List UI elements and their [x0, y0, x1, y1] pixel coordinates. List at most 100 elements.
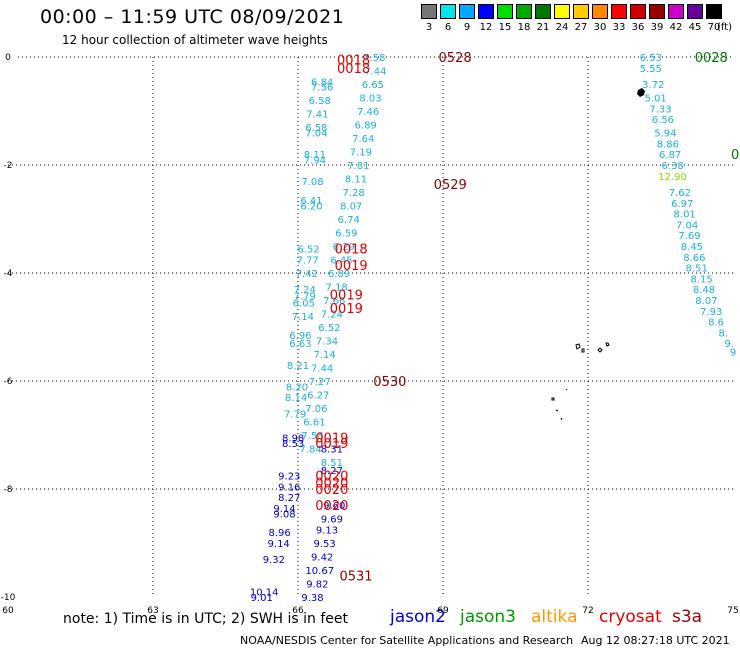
swh-label: 8.20 [286, 382, 308, 393]
swh-label: 7.04 [676, 220, 698, 231]
island-shape [575, 342, 610, 353]
legend-label: 27 [574, 22, 588, 33]
swh-label: 7.56 [311, 83, 333, 94]
time-label: 0020 [315, 483, 348, 498]
swh-label: 8.27 [321, 466, 343, 477]
x-tick-label: 60 [2, 606, 14, 616]
legend-swatch [611, 4, 627, 19]
axis-ticks: 60 63 66 69 72 75 0 -2 -4 -6 -8 -10 [1, 53, 739, 616]
satellite-altika: altika [531, 607, 578, 627]
swh-label: 8.07 [695, 296, 717, 307]
time-label: 0019 [315, 437, 348, 452]
swh-label: 6.63 [289, 339, 311, 350]
swh-label: 9.32 [263, 555, 285, 566]
swh-label: 8.31 [321, 445, 343, 456]
swh-label: 6.89 [355, 121, 377, 132]
swh-label: 5.55 [640, 64, 662, 75]
swh-label: 8.11 [304, 150, 326, 161]
legend-label: 45 [688, 22, 702, 33]
legend-swatch [516, 4, 532, 19]
swh-label: 6.97 [671, 199, 693, 210]
legend-label: 12 [479, 22, 493, 33]
swh-label: 3.72 [642, 80, 664, 91]
swh-label: 7.28 [342, 188, 364, 199]
swh-label: 12.90 [658, 172, 687, 183]
swh-label: 7.14 [292, 312, 314, 323]
swh-label: 6.52 [298, 245, 320, 256]
pass-time-labels: 0528052905300531001800180018001900190019… [315, 51, 740, 584]
x-tick-label: 75 [727, 606, 738, 616]
legend-label: 36 [631, 22, 645, 33]
swh-label: 7.44 [311, 364, 333, 375]
satellite-cryosat: cryosat [599, 607, 662, 627]
legend-swatch [668, 4, 684, 19]
swh-label: 7.18 [326, 283, 348, 294]
swh-label: 6.59 [335, 229, 357, 240]
swh-label: 8.14 [285, 393, 307, 404]
legend-swatch [554, 4, 570, 19]
swh-label: 8.66 [683, 253, 705, 264]
swh-label: 6.53 [640, 53, 662, 64]
swh-label: 7.64 [352, 134, 374, 145]
swh-label: 7.84 [299, 445, 321, 456]
time-label: 0019 [330, 302, 363, 317]
swh-label: 6.41 [300, 196, 322, 207]
swh-label: 6.56 [652, 115, 674, 126]
time-label: 0028 [695, 51, 728, 66]
y-tick-label: -10 [1, 593, 16, 603]
swh-label: 8.11 [345, 175, 367, 186]
grid-lines [8, 56, 733, 597]
swh-label: 8.45 [681, 242, 703, 253]
swh-label: 7.24 [321, 310, 343, 321]
note-text: note: 1) Time is in UTC; 2) SWH is in fe… [63, 611, 349, 627]
swh-label: 7.79 [294, 292, 316, 303]
swh-label: 6.38 [661, 161, 683, 172]
x-tick-label: 69 [437, 606, 449, 616]
swh-label: 7.41 [306, 110, 328, 121]
swh-label: 6.05 [293, 299, 315, 310]
legend-swatch [630, 4, 646, 19]
legend-label: 9 [463, 22, 471, 33]
swh-label: 7.27 [309, 377, 331, 388]
swh-label: 7.44 [364, 67, 386, 78]
legend-label: 18 [517, 22, 531, 33]
swh-label: 6.58 [309, 96, 331, 107]
legend-swatch [706, 4, 722, 19]
time-label: 0019 [330, 289, 363, 304]
swh-label: 6.52 [318, 323, 340, 334]
swh-label: 6.74 [338, 215, 360, 226]
swh-label: 7.62 [669, 188, 691, 199]
swh-label: 6.96 [289, 331, 311, 342]
swh-label: 6.61 [303, 418, 325, 429]
swh-label: 6.87 [659, 150, 681, 161]
swh-label: 7.79 [284, 409, 306, 420]
swh-label: 6.27 [307, 391, 329, 402]
time-label: 0019 [335, 259, 368, 274]
legend-swatch [478, 4, 494, 19]
y-tick-label: 0 [5, 53, 11, 63]
swh-label: 6.65 [362, 80, 384, 91]
swh-label: 9.42 [311, 553, 333, 564]
swh-label: 6.84 [311, 77, 333, 88]
generated-timestamp: Aug 12 08:27:18 UTC 2021 [581, 634, 730, 647]
legend-swatch [687, 4, 703, 19]
swh-label: 7.19 [350, 148, 372, 159]
island-shape [551, 388, 568, 421]
coastline [551, 88, 645, 421]
swh-label: 7.46 [357, 107, 379, 118]
y-tick-label: -2 [4, 161, 13, 171]
swh-label: 9.60 [323, 501, 345, 512]
legend-swatch [535, 4, 551, 19]
legend-swatch [573, 4, 589, 19]
swh-label: 8.86 [657, 139, 679, 150]
time-label: 0018 [337, 54, 370, 69]
swh-label: 8.96 [269, 528, 291, 539]
swh-label: 5.94 [654, 129, 676, 140]
swh-label: 7.42 [296, 269, 318, 280]
swh-label: 9.82 [306, 580, 328, 591]
legend-swatch [649, 4, 665, 19]
satellite-jason2: jason2 [390, 607, 446, 627]
credit-text: NOAA/NESDIS Center for Satellite Applica… [240, 634, 574, 647]
swh-label: 7.77 [297, 256, 319, 267]
swh-label: 9.13 [316, 526, 338, 537]
